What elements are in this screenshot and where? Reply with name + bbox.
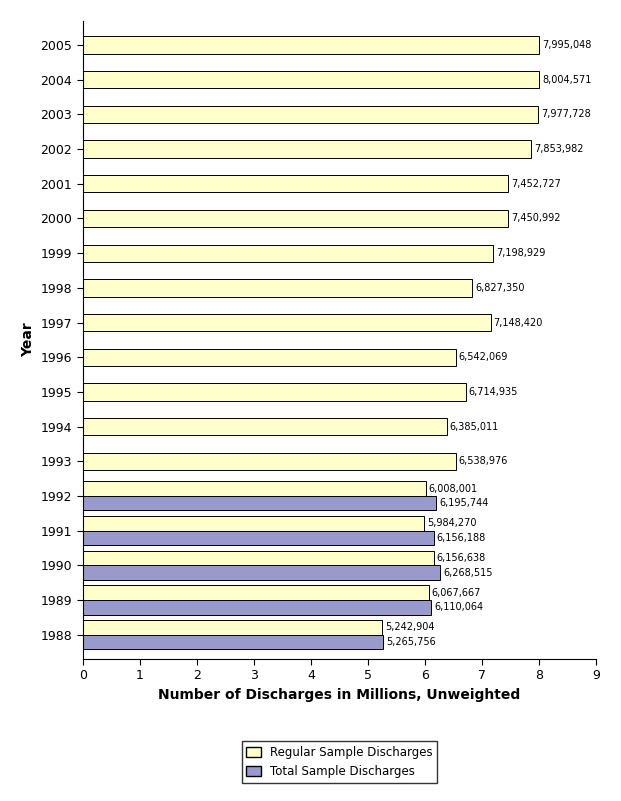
Bar bbox=[83, 600, 432, 614]
Text: 6,714,935: 6,714,935 bbox=[469, 387, 518, 396]
Y-axis label: Year: Year bbox=[21, 323, 35, 357]
Legend: Regular Sample Discharges, Total Sample Discharges: Regular Sample Discharges, Total Sample … bbox=[242, 742, 437, 783]
Bar bbox=[83, 36, 539, 54]
Bar bbox=[83, 551, 434, 566]
Bar bbox=[83, 314, 491, 331]
Bar bbox=[83, 348, 456, 366]
Bar bbox=[83, 383, 466, 400]
Text: 6,156,188: 6,156,188 bbox=[437, 533, 486, 543]
Text: 6,542,069: 6,542,069 bbox=[459, 352, 508, 362]
Text: 6,156,638: 6,156,638 bbox=[437, 553, 486, 563]
Bar bbox=[83, 481, 425, 496]
X-axis label: Number of Discharges in Millions, Unweighted: Number of Discharges in Millions, Unweig… bbox=[158, 688, 520, 702]
Text: 5,984,270: 5,984,270 bbox=[427, 518, 476, 529]
Bar bbox=[83, 586, 429, 600]
Text: 7,995,048: 7,995,048 bbox=[542, 40, 591, 50]
Text: 7,198,929: 7,198,929 bbox=[496, 248, 546, 258]
Text: 7,148,420: 7,148,420 bbox=[494, 317, 543, 328]
Bar bbox=[83, 140, 531, 158]
Bar bbox=[83, 175, 508, 192]
Bar bbox=[83, 516, 424, 530]
Text: 7,450,992: 7,450,992 bbox=[510, 214, 560, 223]
Text: 6,385,011: 6,385,011 bbox=[450, 421, 499, 432]
Text: 6,538,976: 6,538,976 bbox=[459, 457, 508, 466]
Text: 6,067,667: 6,067,667 bbox=[432, 588, 481, 598]
Bar bbox=[83, 244, 494, 262]
Bar bbox=[83, 620, 382, 634]
Text: 7,452,727: 7,452,727 bbox=[511, 179, 561, 189]
Text: 6,268,515: 6,268,515 bbox=[443, 568, 492, 578]
Bar bbox=[83, 530, 434, 545]
Bar bbox=[83, 566, 440, 580]
Text: 7,853,982: 7,853,982 bbox=[533, 144, 583, 154]
Bar bbox=[83, 280, 472, 296]
Bar bbox=[83, 634, 383, 649]
Text: 7,977,728: 7,977,728 bbox=[541, 110, 591, 119]
Bar bbox=[83, 453, 456, 470]
Text: 5,242,904: 5,242,904 bbox=[384, 622, 434, 632]
Text: 8,004,571: 8,004,571 bbox=[542, 74, 592, 85]
Text: 5,265,756: 5,265,756 bbox=[386, 637, 436, 647]
Bar bbox=[83, 71, 540, 88]
Text: 6,195,744: 6,195,744 bbox=[439, 498, 489, 508]
Bar bbox=[83, 418, 447, 435]
Bar bbox=[83, 106, 538, 123]
Text: 6,110,064: 6,110,064 bbox=[434, 602, 483, 612]
Bar bbox=[83, 496, 436, 510]
Text: 6,008,001: 6,008,001 bbox=[428, 484, 478, 493]
Text: 6,827,350: 6,827,350 bbox=[475, 283, 525, 293]
Bar bbox=[83, 210, 508, 227]
